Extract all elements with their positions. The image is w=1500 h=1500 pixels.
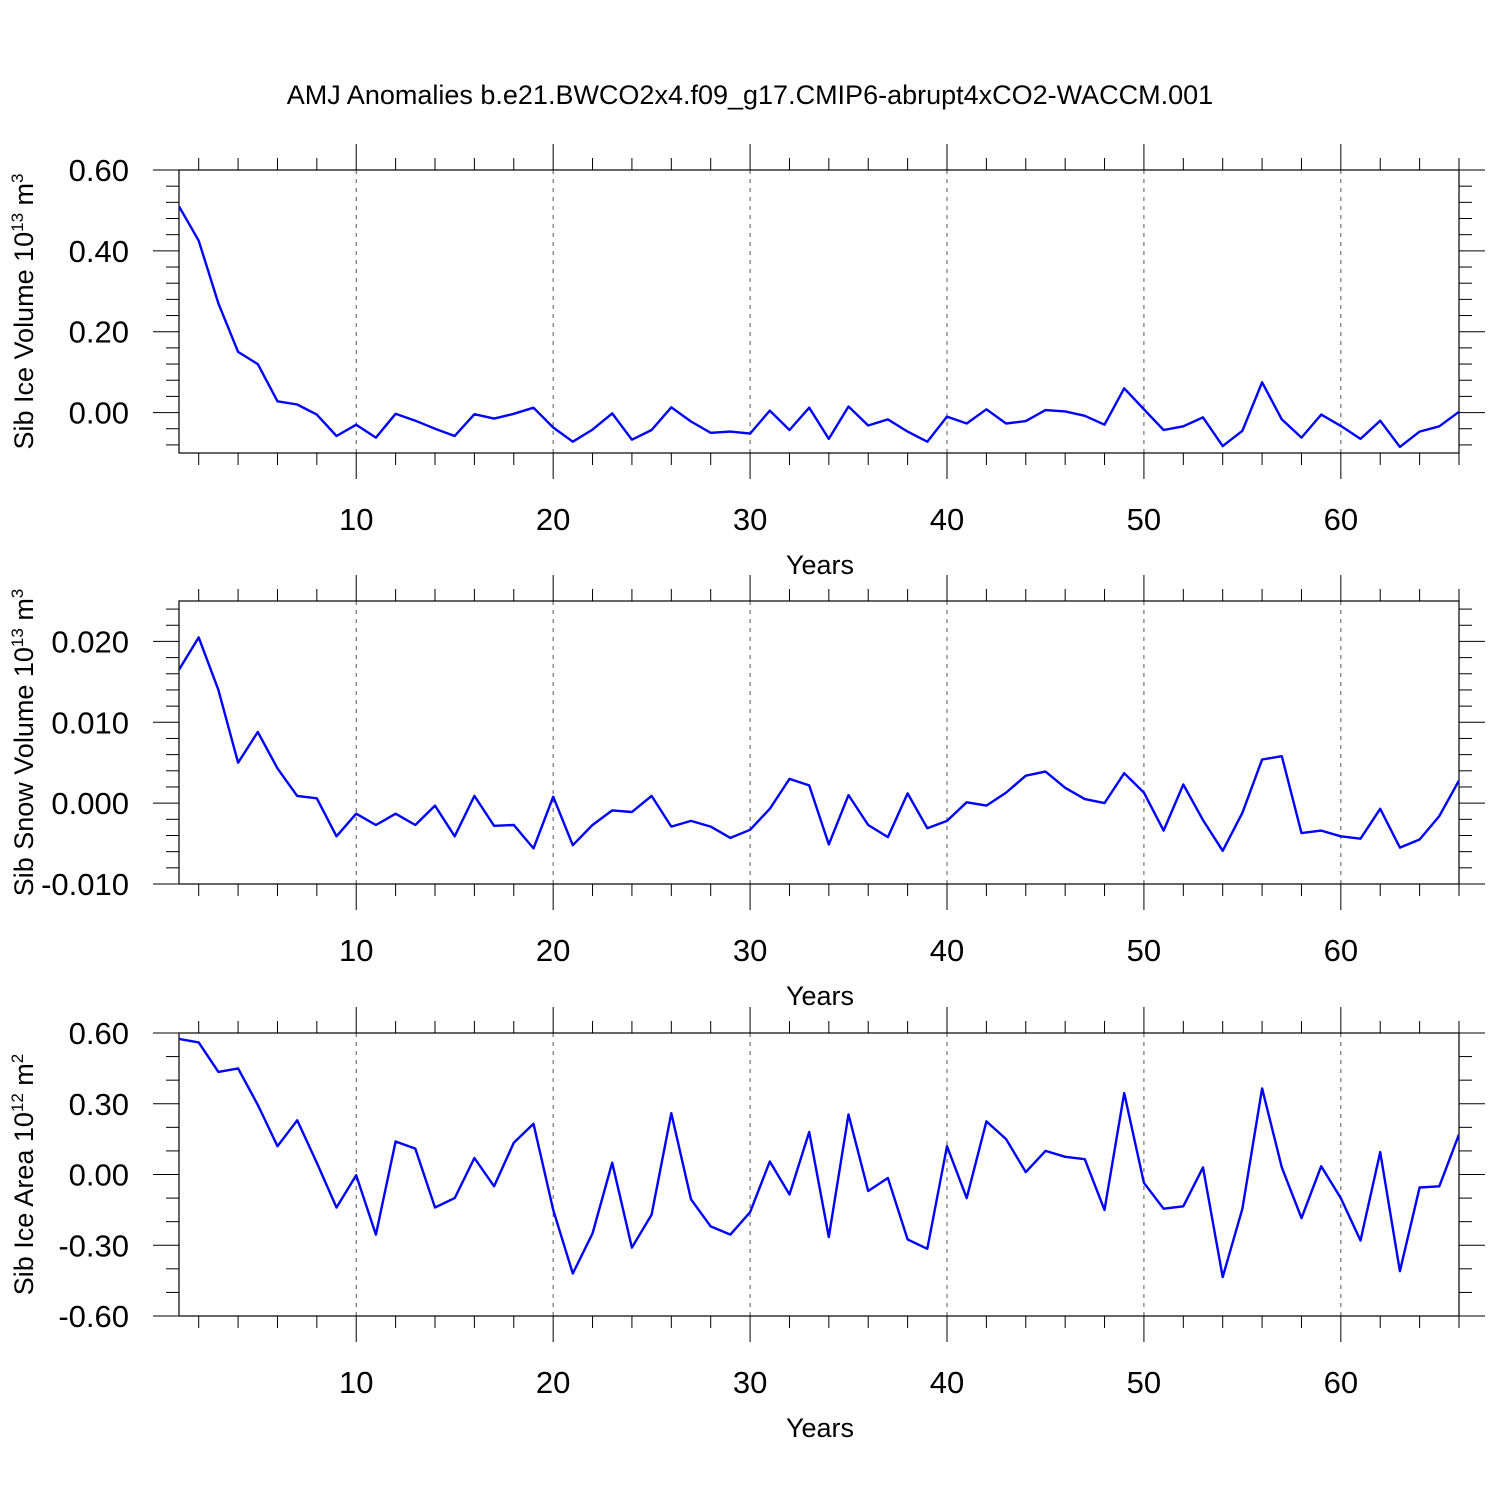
series-line-snow-volume [179,636,1459,852]
y-tick-label: 0.60 [69,1016,129,1051]
y-tick-label: -0.30 [58,1228,129,1263]
plot-frame [178,169,1460,454]
panel-ice-volume: 0.00 0.20 0.40 0.60 10 20 30 40 50 60 Years Sib Ice… [8,144,1485,580]
plot-frame [178,1032,1460,1317]
y-tick-label: 0.30 [69,1087,129,1122]
x-tick-label: 50 [1127,933,1161,968]
y-tick-label: 0.60 [69,153,129,188]
x-tick-label: 30 [733,502,767,537]
series-line-ice-volume [179,205,1459,449]
series-line-ice-area [179,1037,1459,1279]
x-tick-label: 40 [930,1365,964,1400]
y-axis-title: Sib Ice Volume 1013 m3 [8,173,39,449]
x-axis-title: Years [786,1413,854,1443]
x-tick-label: 50 [1127,1365,1161,1400]
y-tick-label: 0.000 [51,786,129,821]
y-tick-label: -0.010 [41,867,129,902]
y-tick-label: 0.40 [69,234,129,269]
panel-snow-volume: -0.010 0.000 0.010 0.020 10 20 30 40 50 60 Years Si… [8,575,1485,1011]
x-tick-label: 20 [536,933,570,968]
x-axis-title: Years [786,550,854,580]
x-tick-label: 30 [733,933,767,968]
y-tick-label: 0.010 [51,705,129,740]
x-tick-label: 20 [536,502,570,537]
x-tick-label: 10 [339,933,373,968]
y-tick-label: -0.60 [58,1299,129,1334]
plot-frame [178,600,1460,885]
y-tick-label: 0.020 [51,624,129,659]
y-axis-title: Sib Snow Volume 1013 m3 [8,589,39,897]
x-tick-label: 30 [733,1365,767,1400]
figure-title: AMJ Anomalies b.e21.BWCO2x4.f09_g17.CMIP… [286,80,1214,110]
x-tick-label: 60 [1324,1365,1358,1400]
y-axis-title: Sib Ice Area 1012 m2 [8,1054,39,1296]
x-tick-label: 20 [536,1365,570,1400]
panel-ice-area: -0.60 -0.30 0.00 0.30 0.60 10 20 30 40 50 60 Years S… [8,1007,1485,1443]
x-tick-label: 40 [930,933,964,968]
x-axis-title: Years [786,981,854,1011]
x-tick-label: 40 [930,502,964,537]
x-tick-label: 10 [339,1365,373,1400]
y-tick-label: 0.00 [69,1158,129,1193]
x-tick-label: 10 [339,502,373,537]
y-tick-label: 0.00 [69,396,129,431]
x-tick-label: 60 [1324,933,1358,968]
x-tick-label: 60 [1324,502,1358,537]
x-tick-label: 50 [1127,502,1161,537]
y-tick-label: 0.20 [69,315,129,350]
